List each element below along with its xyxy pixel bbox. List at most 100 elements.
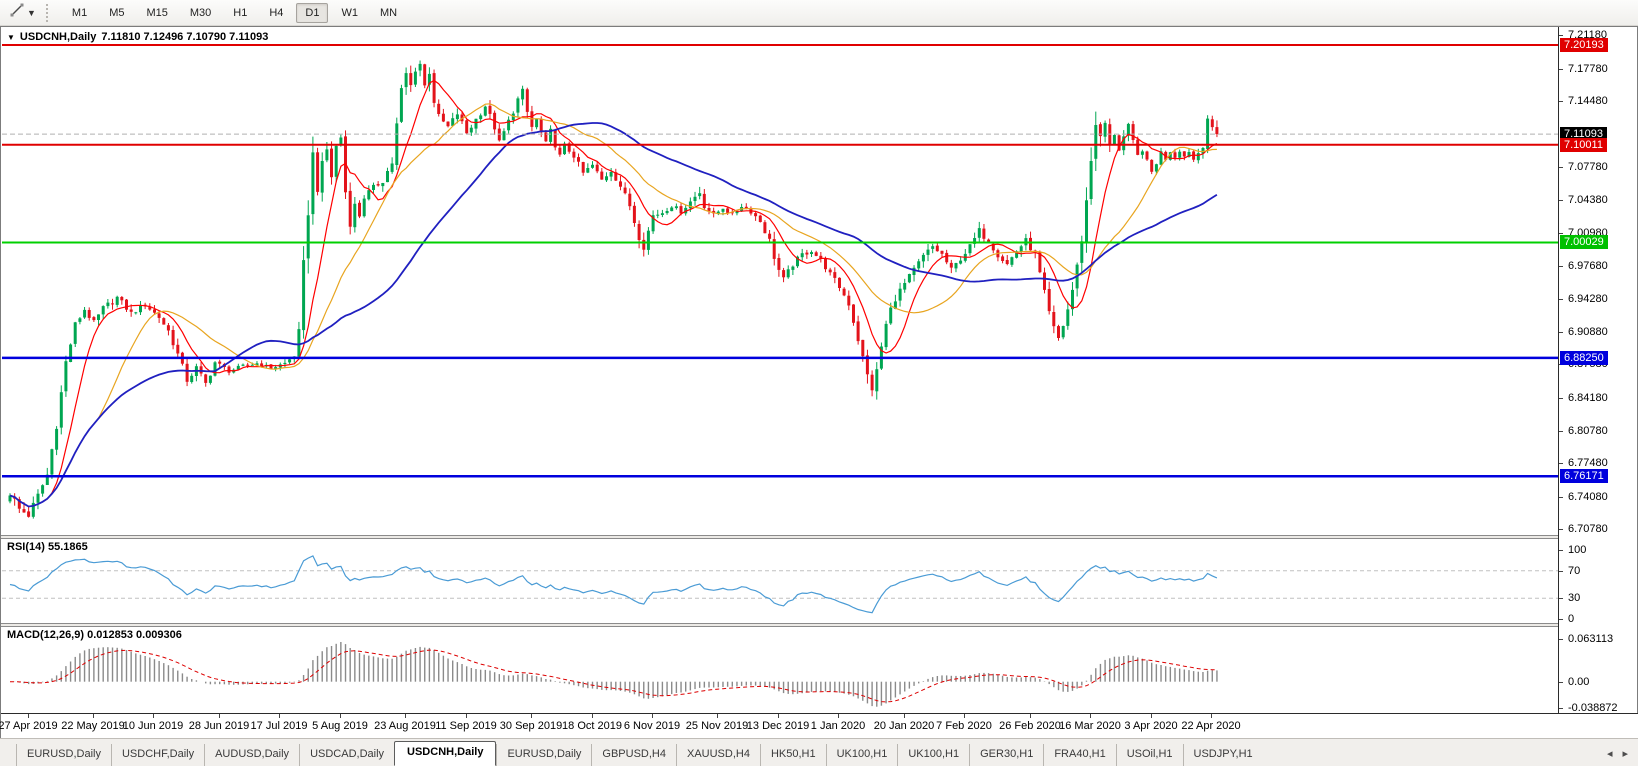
date-tick-mark bbox=[1030, 714, 1031, 718]
macd-tick-label: 0.00 bbox=[1568, 676, 1590, 688]
chart-tab-eurusd-daily[interactable]: EURUSD,Daily bbox=[16, 744, 111, 766]
chart-tab-fra40-h1[interactable]: FRA40,H1 bbox=[1043, 744, 1115, 766]
chart-tab-usdjpy-h1[interactable]: USDJPY,H1 bbox=[1182, 744, 1263, 766]
chart-tabbar: EURUSD,Daily USDCHF,Daily AUDUSD,Daily USDC… bbox=[0, 738, 1638, 766]
chart-tab-usdcnh-daily[interactable]: USDCNH,Daily bbox=[394, 741, 497, 766]
axis-tick-mark bbox=[1559, 598, 1563, 599]
timeframe-button-h1[interactable]: H1 bbox=[233, 6, 248, 19]
price-pane-canvas[interactable] bbox=[2, 29, 1559, 535]
chart-tab-hk50-h1[interactable]: HK50,H1 bbox=[759, 744, 826, 766]
pane-splitter[interactable] bbox=[1, 623, 1559, 627]
date-tick-label: 28 Jun 2019 bbox=[188, 720, 250, 732]
crosshair-tool-icon[interactable] bbox=[9, 2, 25, 23]
rsi-pane-canvas[interactable] bbox=[2, 539, 1559, 623]
symbol-dropdown-icon[interactable]: ▼ bbox=[7, 32, 15, 42]
chart-tab-xauusd-h4[interactable]: XAUUSD,H4 bbox=[675, 744, 760, 766]
symbol-label: USDCNH,Daily bbox=[19, 31, 97, 43]
chart-tab-usoil-h1[interactable]: USOil,H1 bbox=[1115, 744, 1183, 766]
date-tick-label: 3 Apr 2020 bbox=[1124, 720, 1178, 732]
macd-tick-label: 0.063113 bbox=[1568, 633, 1614, 645]
ohlc-values: 7.11810 7.12496 7.10790 7.11093 bbox=[101, 31, 269, 43]
axis-tick-mark bbox=[1559, 101, 1563, 102]
chart-tool-group[interactable]: ▼ bbox=[5, 2, 40, 23]
price-tick-label: 6.74080 bbox=[1568, 491, 1608, 503]
axis-tick-mark bbox=[1559, 708, 1563, 709]
chart-tab-uk100-h1[interactable]: UK100,H1 bbox=[825, 744, 898, 766]
tab-scroll-left-icon[interactable]: ◂ bbox=[1606, 748, 1613, 760]
axis-tick-mark bbox=[1559, 497, 1563, 498]
timeframe-button-m1[interactable]: M1 bbox=[71, 6, 88, 19]
macd-tick-label: -0.038872 bbox=[1568, 702, 1618, 714]
rsi-tick-label: 0 bbox=[1568, 613, 1575, 625]
date-tick-label: 27 Apr 2019 bbox=[0, 720, 58, 732]
date-tick-mark bbox=[904, 714, 905, 718]
price-tick-label: 7.07780 bbox=[1568, 161, 1608, 173]
date-tick-mark bbox=[340, 714, 341, 718]
chart-tab-gbpusd-h4[interactable]: GBPUSD,H4 bbox=[591, 744, 676, 766]
axis-tick-mark bbox=[1559, 332, 1563, 333]
chart-tab-usdcad-daily[interactable]: USDCAD,Daily bbox=[299, 744, 394, 766]
date-tick-label: 23 Aug 2019 bbox=[374, 720, 436, 732]
date-axis[interactable]: 27 Apr 2019 22 May 2019 10 Jun 2019 28 Jun … bbox=[0, 713, 1638, 739]
date-tick-label: 22 May 2019 bbox=[61, 720, 125, 732]
price-tick-label: 6.97680 bbox=[1568, 260, 1608, 272]
timeframe-button-d1[interactable]: D1 bbox=[296, 2, 329, 23]
timeframe-buttons: M1 M5 M15 M30 H1 H4 D1 W1 MN bbox=[61, 2, 408, 23]
price-tick-label: 7.14480 bbox=[1568, 95, 1608, 107]
chart-tab-audusd-daily[interactable]: AUDUSD,Daily bbox=[204, 744, 299, 766]
chevron-down-icon[interactable]: ▼ bbox=[27, 7, 36, 18]
price-tick-label: 7.17780 bbox=[1568, 63, 1608, 75]
price-line-badge: 7.00029 bbox=[1560, 235, 1608, 249]
axis-tick-mark bbox=[1559, 550, 1563, 551]
price-line-badge: 7.10011 bbox=[1560, 138, 1607, 152]
axis-tick-mark bbox=[1559, 619, 1563, 620]
price-tick-label: 6.77480 bbox=[1568, 457, 1608, 469]
axis-tick-mark bbox=[1559, 398, 1563, 399]
date-tick-mark bbox=[153, 714, 154, 718]
axis-tick-mark bbox=[1559, 299, 1563, 300]
date-tick-mark bbox=[219, 714, 220, 718]
price-line-badge: 7.11093 bbox=[1560, 127, 1607, 141]
timeframe-toolbar: ▼ M1 M5 M15 M30 H1 H4 D1 W1 MN bbox=[0, 0, 1638, 26]
price-line-badge: 6.76171 bbox=[1560, 469, 1608, 483]
date-tick-label: 16 Mar 2020 bbox=[1059, 720, 1121, 732]
timeframe-button-m15[interactable]: M15 bbox=[146, 6, 168, 19]
price-tick-label: 6.70780 bbox=[1568, 523, 1608, 535]
rsi-tick-label: 30 bbox=[1568, 592, 1581, 604]
axis-tick-mark bbox=[1559, 200, 1563, 201]
date-tick-mark bbox=[279, 714, 280, 718]
axis-tick-mark bbox=[1559, 431, 1563, 432]
timeframe-button-m5[interactable]: M5 bbox=[109, 6, 125, 19]
chart-tab-ger30-h1[interactable]: GER30,H1 bbox=[969, 744, 1043, 766]
price-line-badge: 6.88250 bbox=[1560, 351, 1608, 365]
date-tick-label: 26 Feb 2020 bbox=[999, 720, 1061, 732]
axis-tick-mark bbox=[1559, 571, 1563, 572]
date-tick-label: 20 Jan 2020 bbox=[873, 720, 935, 732]
tab-scroll-right-icon[interactable]: ▸ bbox=[1622, 748, 1628, 760]
chart-plot-area[interactable]: ▼ USDCNH,Daily 7.11810 7.12496 7.10790 7… bbox=[1, 27, 1559, 713]
macd-label: MACD(12,26,9) 0.012853 0.009306 bbox=[7, 629, 182, 641]
date-tick-mark bbox=[1211, 714, 1212, 718]
timeframe-button-mn[interactable]: MN bbox=[379, 6, 398, 19]
timeframe-button-w1[interactable]: W1 bbox=[341, 6, 358, 19]
pane-splitter[interactable] bbox=[1, 535, 1559, 539]
chart-tab-eurusd-daily[interactable]: EURUSD,Daily bbox=[496, 744, 591, 766]
timeframe-button-h4[interactable]: H4 bbox=[269, 6, 284, 19]
axis-tick-mark bbox=[1559, 233, 1563, 234]
toolbar-separator bbox=[45, 3, 51, 22]
timeframe-button-m30[interactable]: M30 bbox=[189, 6, 212, 19]
date-tick-label: 5 Aug 2019 bbox=[312, 720, 368, 732]
chart-tab-usdchf-daily[interactable]: USDCHF,Daily bbox=[110, 744, 204, 766]
date-tick-mark bbox=[466, 714, 467, 718]
date-tick-mark bbox=[838, 714, 839, 718]
price-tick-label: 6.90880 bbox=[1568, 326, 1608, 338]
date-tick-label: 1 Jan 2020 bbox=[810, 720, 866, 732]
date-tick-label: 10 Jun 2019 bbox=[122, 720, 184, 732]
price-axis[interactable]: 7.21180 7.17780 7.14480 7.07780 7.04380 7.009… bbox=[1558, 27, 1637, 714]
date-tick-mark bbox=[1151, 714, 1152, 718]
date-tick-mark bbox=[531, 714, 532, 718]
macd-pane-canvas[interactable] bbox=[2, 627, 1559, 713]
axis-tick-mark bbox=[1559, 266, 1563, 267]
chart-tab-uk100-h1[interactable]: UK100,H1 bbox=[897, 744, 969, 766]
